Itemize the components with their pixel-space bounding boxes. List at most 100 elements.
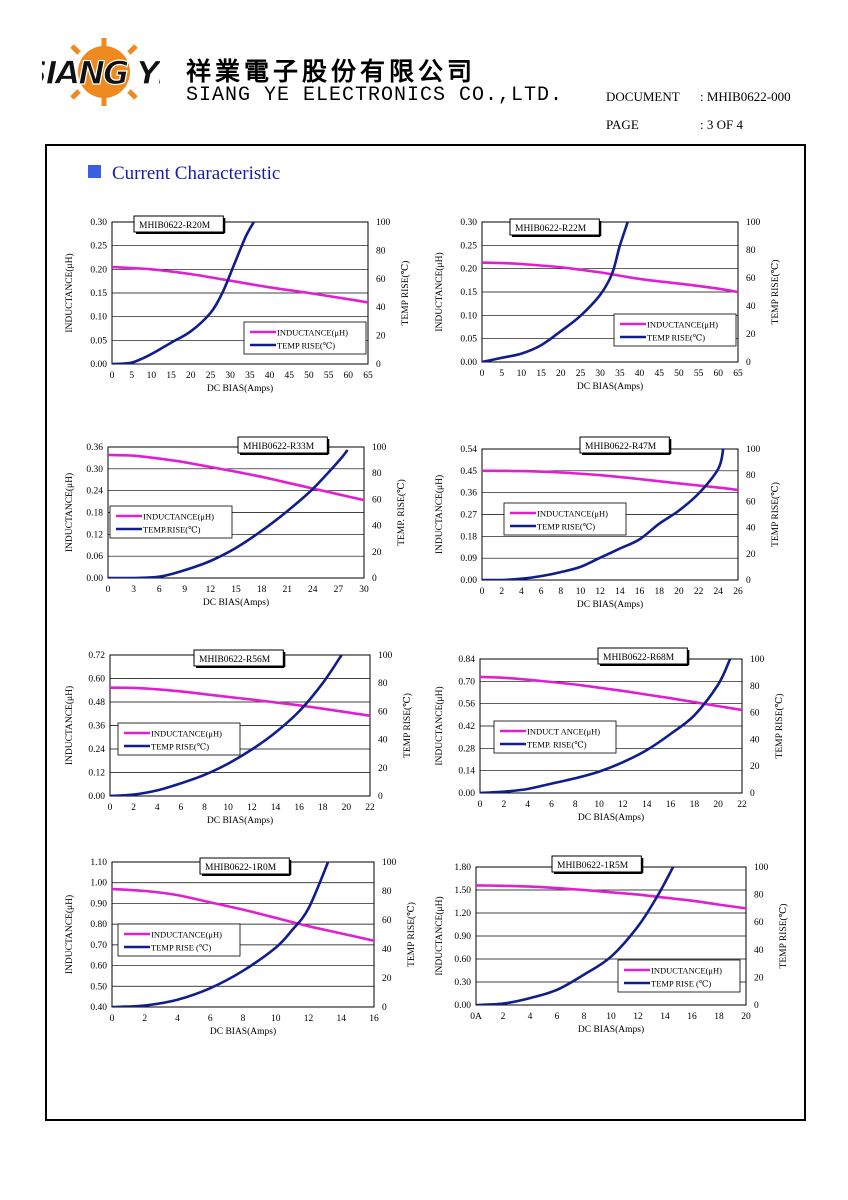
y-tick-label: 0.15 [460,288,477,298]
y2-tick-label: 100 [754,863,769,873]
y2-tick-label: 60 [754,918,764,928]
x-tick-label: 3 [131,585,136,595]
x-tick-label: 8 [202,803,207,813]
plot-clip-group [480,659,742,793]
y-tick-label: 0.18 [460,532,477,542]
x-tick-label: 0A [470,1012,482,1022]
x-tick-label: 30 [359,585,369,595]
section-marker-icon [88,165,101,178]
y2-tick-label: 80 [376,246,386,256]
chart-mhib0622-r68m: 0.000.140.280.420.560.700.84020406080100… [434,647,785,823]
plot-clip-group [482,449,738,580]
inductance-series-line [480,675,742,712]
plot-area [107,446,365,579]
y-tick-label: 0.20 [460,265,477,275]
x-tick-label: 0 [110,1014,115,1024]
x-tick-label: 20 [741,1012,751,1022]
x-tick-label: 12 [304,1014,314,1024]
y-tick-label: 0.09 [460,554,477,564]
y2-tick-label: 100 [750,655,765,665]
inductance-series-line [482,261,738,294]
y2-tick-label: 60 [382,916,392,926]
y-tick-label: 0.10 [90,313,107,323]
x-tick-label: 22 [737,800,747,810]
y-tick-label: 0.70 [458,677,475,687]
x-tick-label: 9 [182,585,187,595]
x-tick-label: 55 [324,371,334,381]
y-tick-label: 0.05 [460,335,477,345]
x-tick-label: 8 [582,1012,587,1022]
x-tick-label: 40 [635,369,645,379]
y2-tick-label: 40 [754,946,764,956]
y-tick-label: 0.72 [88,651,105,661]
x-tick-label: 0 [106,585,111,595]
y-axis-label: INDUCTANCE(μH) [434,686,445,765]
y2-tick-label: 60 [746,274,756,284]
x-tick-label: 55 [694,369,704,379]
y2-tick-label: 40 [378,736,388,746]
y-tick-label: 0.60 [90,962,107,972]
y-tick-label: 0.45 [460,467,477,477]
x-tick-label: 15 [231,585,241,595]
y-tick-label: 0.70 [90,941,107,951]
chart-mhib0622-r33m: 0.000.060.120.180.240.300.36020406080100… [64,436,407,608]
x-tick-label: 0 [480,587,485,597]
x-tick-label: 45 [284,371,294,381]
y-tick-label: 0.14 [458,767,475,777]
y2-tick-label: 0 [376,360,381,370]
x-tick-label: 18 [714,1012,724,1022]
y-tick-label: 0.18 [86,509,103,519]
legend-label: INDUCTANCE(μH) [651,966,722,976]
y-tick-label: 0.36 [88,722,105,732]
plot-clip-group [476,867,746,1005]
x-tick-label: 10 [271,1014,281,1024]
legend-box [117,722,241,756]
y2-tick-label: 100 [746,445,761,455]
x-tick-label: 10 [576,587,586,597]
y2-axis-label: TEMP. RISE(℃) [396,479,407,546]
y-tick-label: 0.28 [458,744,475,754]
plot-area [111,221,369,365]
x-tick-label: 50 [304,371,314,381]
chart-title: MHIB0622-R20M [139,221,211,231]
y2-tick-label: 0 [378,792,383,802]
company-name-english: SIANG YE ELECTRONICS CO.,LTD. [186,84,564,107]
x-tick-label: 24 [308,585,318,595]
legend-box [617,959,741,993]
chart-mhib0622-1r0m: 0.400.500.600.700.800.901.001.1002040608… [64,857,417,1037]
x-axis-label: DC BIAS(Amps) [578,812,644,823]
y2-tick-label: 60 [376,275,386,285]
y-tick-label: 0.00 [460,576,477,586]
x-axis-label: DC BIAS(Amps) [210,1026,276,1037]
y-tick-label: 1.20 [454,909,471,919]
y-tick-label: 0.00 [88,792,105,802]
y2-tick-label: 20 [378,764,388,774]
x-tick-label: 4 [175,1014,180,1024]
x-tick-label: 6 [555,1012,560,1022]
x-tick-label: 5 [499,369,504,379]
y2-tick-label: 20 [382,974,392,984]
x-tick-label: 22 [694,587,704,597]
y-tick-label: 0.25 [460,241,477,251]
y2-tick-label: 80 [746,471,756,481]
y-axis-label: INDUCTANCE(μH) [434,252,445,331]
temp-rise-series-line [480,659,732,793]
y2-tick-label: 20 [746,330,756,340]
x-tick-label: 4 [155,803,160,813]
x-tick-label: 6 [208,1014,213,1024]
x-tick-label: 8 [558,587,563,597]
y-tick-label: 0.36 [86,443,103,453]
y-tick-label: 0.60 [454,955,471,965]
sun-burst-icon [70,38,138,106]
x-tick-label: 10 [517,369,527,379]
inductance-series-line [476,884,746,910]
x-tick-label: 20 [186,371,196,381]
document-value: : MHIB0622-000 [700,89,791,104]
y2-tick-label: 40 [750,735,760,745]
y-tick-label: 0.12 [86,530,103,540]
x-tick-label: 16 [666,800,676,810]
plot-clip-group [108,449,364,578]
legend-label: INDUCTANCE(μH) [647,320,718,330]
x-tick-label: 16 [294,803,304,813]
plot-clip-group [112,222,368,364]
